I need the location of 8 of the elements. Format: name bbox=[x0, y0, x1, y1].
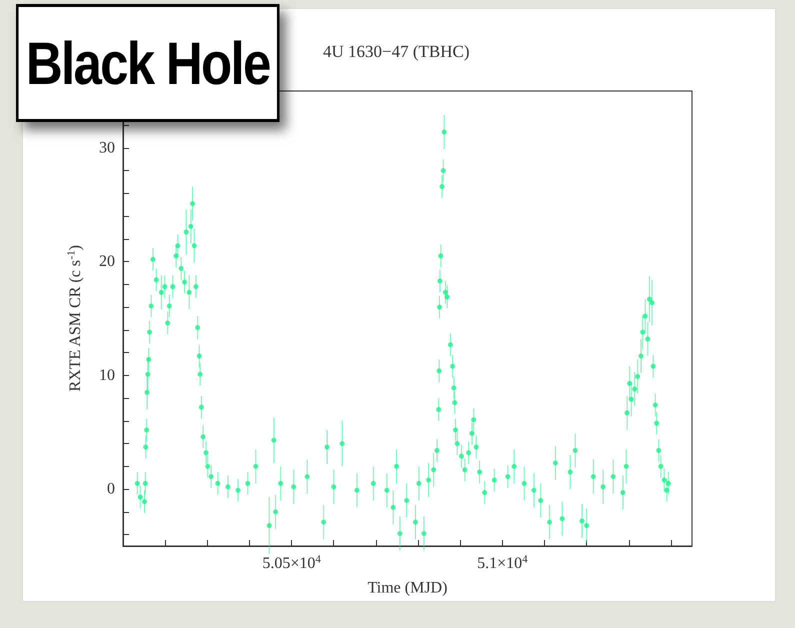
y-axis-title: RXTE ASM CR (c s-1) bbox=[66, 245, 84, 392]
y-tick-label: 0 bbox=[107, 480, 115, 498]
chart-title: 4U 1630−47 (TBHC) bbox=[323, 42, 470, 61]
y-tick-label: 20 bbox=[99, 253, 115, 270]
x-axis-title: Time (MJD) bbox=[368, 580, 448, 596]
y-tick-label: 30 bbox=[99, 139, 115, 156]
annotation: Black Hole bbox=[16, 4, 280, 122]
y-tick-label: 10 bbox=[99, 366, 115, 384]
